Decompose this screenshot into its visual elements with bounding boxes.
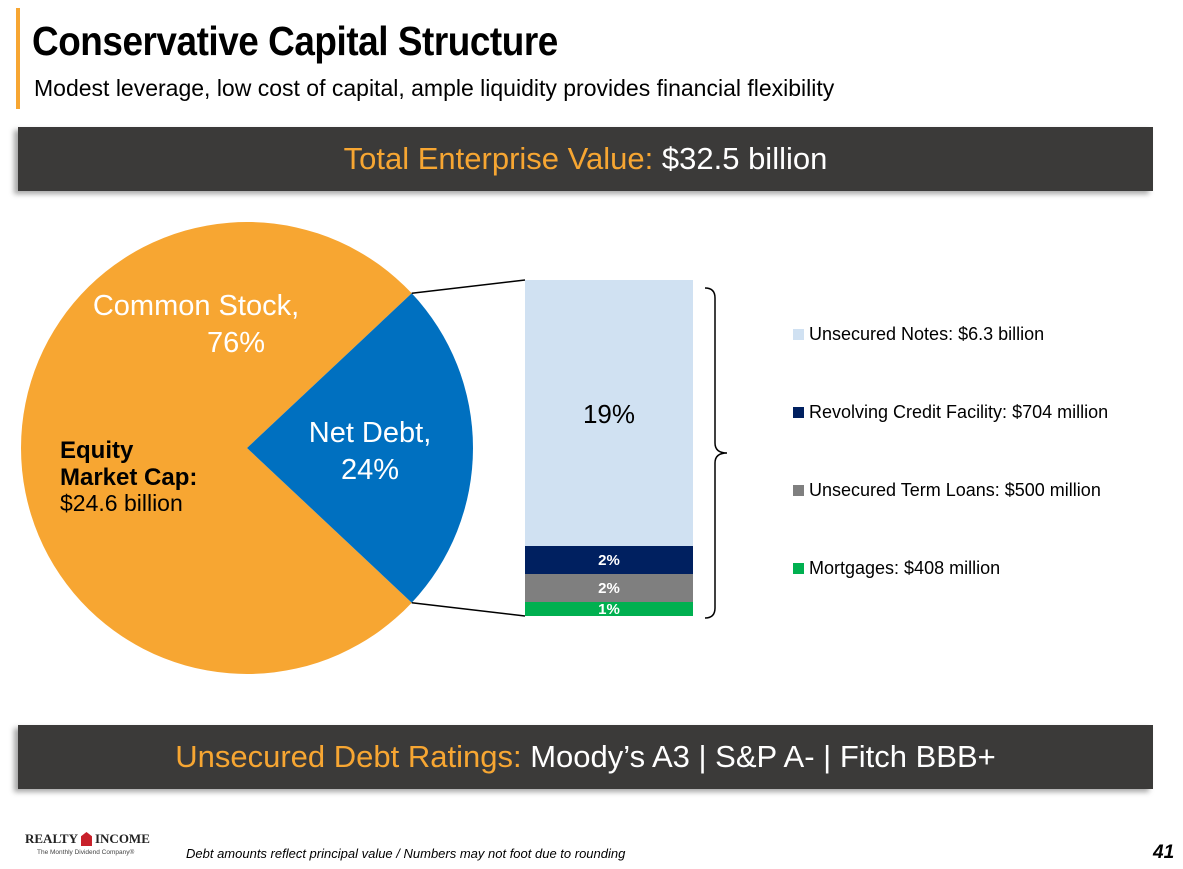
pie-pct-common-stock: 76% [207,327,265,359]
pie-slice-common-stock [21,222,412,674]
legend-swatch [793,563,804,574]
pie-slice-net-debt [247,293,474,603]
legend-item: Revolving Credit Facility: $704 million [793,402,1108,423]
footnote: Debt amounts reflect principal value / N… [186,846,626,861]
legend-label: Mortgages: $408 million [809,558,1001,578]
bar-segment-1 [525,546,693,574]
stacked-bar: 19% 2% 2% 1% [525,280,693,618]
equity-annotation-line1: Equity [60,437,134,464]
legend-swatch [793,407,804,418]
legend-item: Unsecured Notes: $6.3 billion [793,324,1044,345]
bar-segment-label: 1% [598,601,620,618]
legend-label: Revolving Credit Facility: $704 million [809,402,1109,422]
legend-item: Mortgages: $408 million [793,558,1000,579]
debt-ratings-value: Moody’s A3 | S&P A- | Fitch BBB+ [530,739,996,774]
house-logo-icon [80,832,92,846]
bar-segment-label: 2% [598,580,620,597]
connector-line-top [411,279,526,295]
bar-segment-label: 2% [598,552,620,569]
bar-segment-2 [525,574,693,602]
company-logo: REALTY INCOME The Monthly Dividend Compan… [25,831,150,856]
page-subtitle: Modest leverage, low cost of capital, am… [34,75,835,101]
bar-segment-3 [525,602,693,616]
legend-label: Unsecured Term Loans: $500 million [809,480,1101,500]
title-accent-bar [16,8,20,109]
pie-pct-net-debt: 24% [341,454,399,486]
legend-item: Unsecured Term Loans: $500 million [793,480,1101,501]
legend-swatch [793,329,804,340]
page-number: 41 [1153,842,1175,863]
pie-label-common-stock: Common Stock, [93,290,299,322]
enterprise-value: $32.5 billion [661,141,828,176]
pie-label-net-debt: Net Debt, [309,417,432,449]
bracket [704,287,728,619]
debt-ratings-label: Unsecured Debt Ratings: [175,739,522,774]
legend-swatch [793,485,804,496]
debt-ratings-band: Unsecured Debt Ratings: Moody’s A3 | S&P… [18,725,1153,789]
legend-label: Unsecured Notes: $6.3 billion [809,324,1045,344]
page-title: Conservative Capital Structure [32,18,558,64]
bar-segment-label: 19% [583,399,635,429]
bar-segment-0 [525,280,693,546]
equity-annotation-value: $24.6 billion [60,490,183,516]
pie-chart [21,222,474,674]
enterprise-value-label: Total Enterprise Value: [343,141,654,176]
equity-annotation-line2: Market Cap: [60,464,197,491]
connector-line-bottom [411,601,526,617]
enterprise-value-band: Total Enterprise Value: $32.5 billion [18,127,1153,191]
